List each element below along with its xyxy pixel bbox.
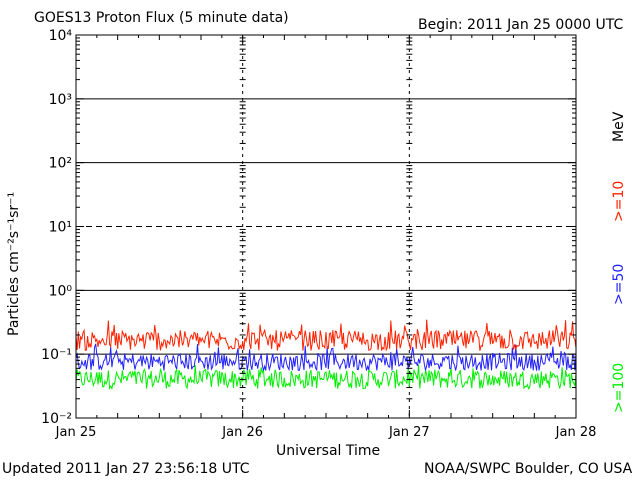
y-axis-label: Particles cm⁻²s⁻¹sr⁻¹ [6,191,22,336]
y-tick-label: 10⁴ [49,28,73,44]
series-line [75,364,577,391]
y-tick-label: 10³ [49,92,72,108]
legend-100mev: >=100 [611,362,627,413]
y-tick-label: 10⁻² [41,411,72,427]
updated-timestamp: Updated 2011 Jan 27 23:56:18 UTC [2,461,250,477]
series-line [75,343,577,372]
chart-title: GOES13 Proton Flux (5 minute data) [34,10,289,26]
chart-series [75,319,577,391]
y-tick-label: 10⁰ [49,283,73,299]
data-source: NOAA/SWPC Boulder, CO USA [424,461,633,477]
legend-10mev: >=10 [611,180,627,222]
series-line [75,319,577,352]
x-tick-label: Jan 26 [221,425,263,440]
y-tick-labels: 10⁻² 10⁻¹ 10⁰ 10¹ 10² 10³ 10⁴ [41,28,72,427]
x-tick-label: Jan 28 [555,425,597,440]
begin-time: Begin: 2011 Jan 25 0000 UTC [418,17,624,33]
x-tick-label: Jan 27 [388,425,430,440]
x-axis-label: Universal Time [276,443,381,459]
y-tick-label: 10¹ [49,220,72,236]
x-tick-labels: Jan 25 Jan 26 Jan 27 Jan 28 [55,425,597,440]
legend-unit: MeV [611,111,627,142]
chart-ticks [75,34,577,419]
x-tick-label: Jan 25 [55,425,97,440]
y-tick-label: 10⁻¹ [41,347,72,363]
legend-50mev: >=50 [611,263,627,305]
y-tick-label: 10² [49,156,72,172]
